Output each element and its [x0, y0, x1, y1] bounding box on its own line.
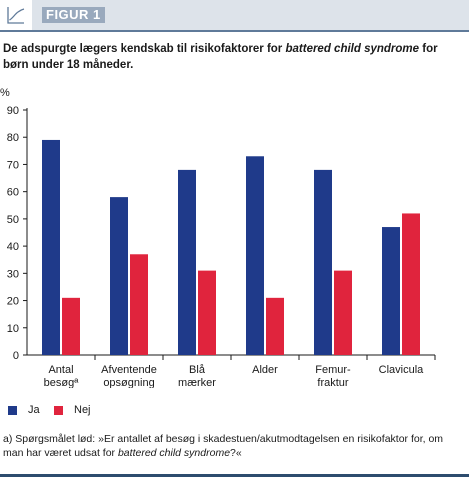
line-chart-icon — [7, 7, 25, 24]
x-tick-label: fraktur — [317, 377, 349, 388]
bar-nej — [334, 270, 352, 355]
bar-ja — [246, 156, 264, 355]
legend-swatch — [8, 406, 17, 415]
bar-ja — [110, 197, 128, 355]
bar-ja — [382, 227, 400, 355]
y-tick-label: 70 — [7, 159, 19, 171]
subtitle-text-1: De adspurgte lægers kendskab til risikof… — [3, 43, 286, 55]
y-tick-label: 30 — [7, 268, 19, 280]
x-tick-label: opsøgning — [103, 377, 154, 388]
bar-nej — [266, 297, 284, 355]
legend-swatch — [54, 406, 63, 415]
bar-ja — [178, 169, 196, 355]
bar-chart: % 0 10 20 30 40 50 60 70 80 90 Antal besøgª Afventend… — [0, 87, 469, 389]
footnote-text-2: ?« — [230, 447, 242, 459]
x-tick-label: mærker — [178, 377, 216, 388]
y-tick-label: 10 — [7, 323, 19, 335]
footnote-text-1: a) Spørgsmålet lød: »Er antallet af besø… — [3, 433, 444, 459]
y-unit-label: % — [0, 88, 10, 99]
subtitle-italic: battered child syndrome — [285, 43, 420, 55]
header-rule — [0, 30, 469, 32]
x-tick-label: Antal — [48, 364, 73, 376]
y-tick-label: 60 — [7, 187, 19, 199]
y-tick-label: 80 — [7, 132, 19, 144]
y-tick-label: 20 — [7, 296, 19, 308]
legend-label: Nej — [74, 404, 91, 416]
y-tick-label: 90 — [7, 105, 19, 117]
x-tick-label: Alder — [252, 364, 278, 376]
chart-subtitle: De adspurgte lægers kendskab til risikof… — [3, 41, 463, 73]
bar-ja — [314, 169, 332, 355]
figure-header: FIGUR 1 — [0, 0, 469, 30]
y-tick-label: 40 — [7, 241, 19, 253]
footnote-italic: battered child syndrome — [117, 447, 231, 459]
figure-icon-box — [0, 0, 34, 30]
x-tick-label: Clavicula — [379, 364, 425, 376]
legend-label: Ja — [28, 404, 40, 416]
x-tick-label: Afventende — [101, 364, 157, 376]
chart-footnote: a) Spørgsmålet lød: »Er antallet af besø… — [3, 432, 465, 460]
bar-nej — [402, 213, 420, 355]
x-tick-label: Femur- — [315, 364, 351, 376]
bar-ja — [42, 139, 60, 355]
x-tick-label: Blå — [189, 364, 206, 376]
y-tick-label: 0 — [13, 350, 19, 362]
x-tick-label: besøgª — [44, 377, 80, 388]
bar-nej — [62, 297, 80, 355]
figure-title: FIGUR 1 — [42, 7, 105, 23]
bar-nej — [130, 254, 148, 355]
bottom-rule — [0, 474, 469, 477]
bar-nej — [198, 270, 216, 355]
y-tick-label: 50 — [7, 214, 19, 226]
subtitle-text-2: for børn under 18 måneder. — [3, 43, 438, 71]
